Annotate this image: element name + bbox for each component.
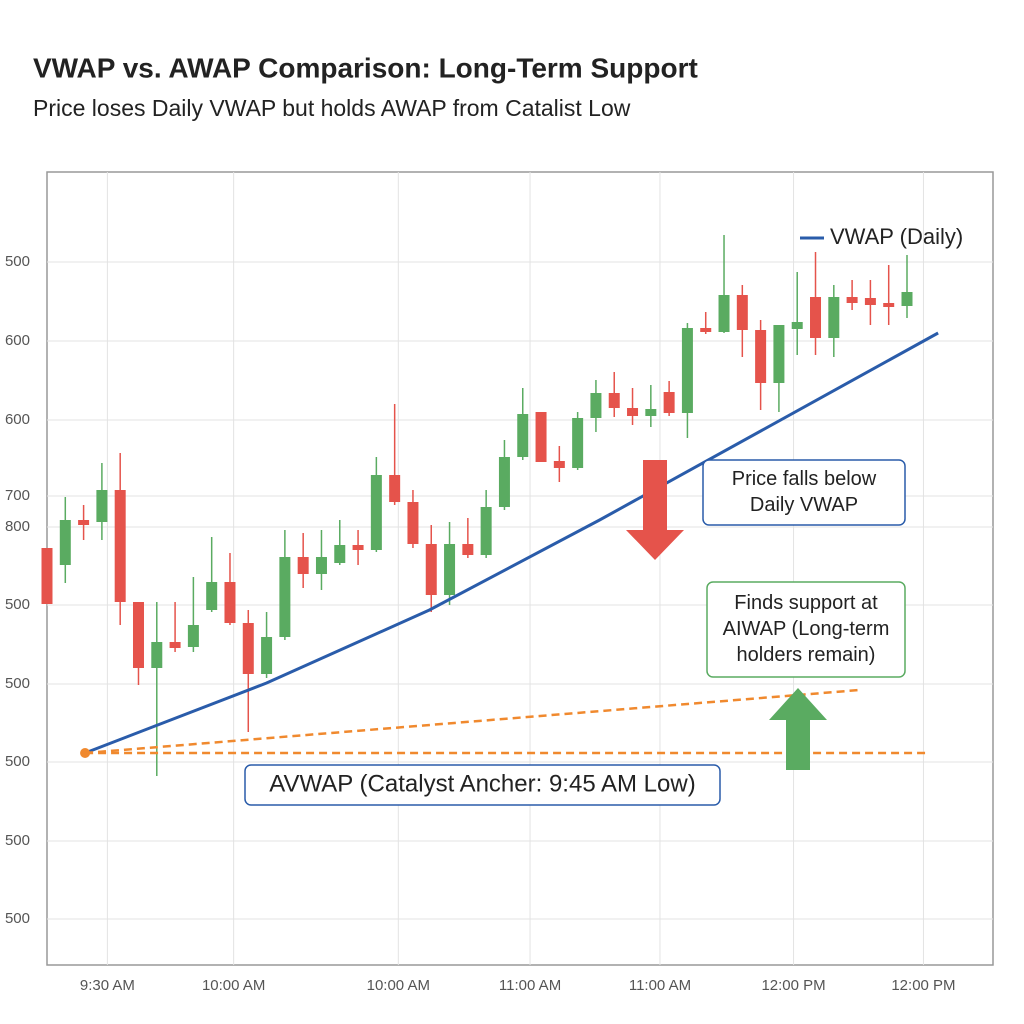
candle-body [206,582,218,610]
x-tick-label: 9:30 AM [80,977,135,994]
candle-body [78,520,90,525]
x-tick-label: 11:00 AM [629,977,691,994]
candle-body [261,637,273,674]
y-tick-label: 500 [5,596,30,613]
candle-body [608,393,620,408]
y-tick-label: 500 [5,832,30,849]
candle-body [425,544,437,595]
candle-body [553,461,565,468]
candle-body [407,502,419,544]
candle-body [590,393,602,418]
candle-body [114,490,126,602]
candle-body [846,297,858,303]
candle-body [773,325,785,383]
vwap-line [84,331,939,755]
down-arrow [626,460,684,560]
annotation-text: AVWAP (Catalyst Ancher: 9:45 AM Low) [269,770,695,797]
candle-body [810,297,822,338]
candle-body [315,557,327,574]
candle-body [389,475,401,502]
candle-body [791,322,803,329]
candle-body [572,418,584,468]
candle-body [370,475,382,550]
y-tick-label: 500 [5,753,30,770]
candle-body [151,642,163,668]
annotation-text: Finds support at [734,592,878,614]
annotation-text: Daily VWAP [750,494,858,516]
y-tick-label: 800 [5,518,30,535]
candle-body [828,297,840,338]
candle-body [736,295,748,330]
candle-body [224,582,236,623]
candle-body [187,625,199,647]
candle-body [352,545,364,550]
candle-body [444,544,456,595]
candle-body [864,298,876,305]
candle-body [462,544,474,555]
candle-body [59,520,71,565]
candle-body [883,303,895,307]
candle-body [297,557,309,574]
legend-label: VWAP (Daily) [830,224,963,249]
up-arrow [769,688,827,770]
chart-title: VWAP vs. AWAP Comparison: Long-Term Supp… [33,52,698,83]
x-tick-label: 11:00 AM [499,977,561,994]
annotation-box [706,581,906,678]
candle-body [279,557,291,637]
x-tick-label: 10:00 AM [202,977,265,994]
candle-body [96,490,108,522]
y-tick-label: 600 [5,332,30,349]
annotation-text: holders remain) [737,644,876,666]
annotation-box [702,459,906,526]
y-tick-label: 500 [5,910,30,927]
candle-body [535,412,547,462]
candle-body [755,330,767,383]
candle-body [645,409,657,416]
candle-body [901,292,913,306]
candle-body [480,507,492,555]
candle-body [681,328,693,413]
x-tick-label: 12:00 PM [761,977,825,994]
chart-subtitle: Price loses Daily VWAP but holds AWAP fr… [33,95,631,121]
candle-body [700,328,712,332]
candle-body [132,602,144,668]
candle-body [242,623,254,674]
candle-body [663,392,675,413]
candle-body [718,295,730,332]
candle-body [498,457,510,507]
x-tick-label: 10:00 AM [367,977,430,994]
annotation-box [244,764,721,806]
candle-body [41,548,53,604]
candle-body [169,642,181,648]
y-tick-label: 700 [5,487,30,504]
candle-body [627,408,639,416]
annotation-text: AIWAP (Long-term [723,618,890,640]
y-tick-label: 500 [5,675,30,692]
annotation-text: Price falls below [732,468,877,490]
x-tick-label: 12:00 PM [891,977,955,994]
y-tick-label: 600 [5,411,30,428]
candle-body [334,545,346,563]
y-tick-label: 500 [5,253,30,270]
candle-body [517,414,529,457]
